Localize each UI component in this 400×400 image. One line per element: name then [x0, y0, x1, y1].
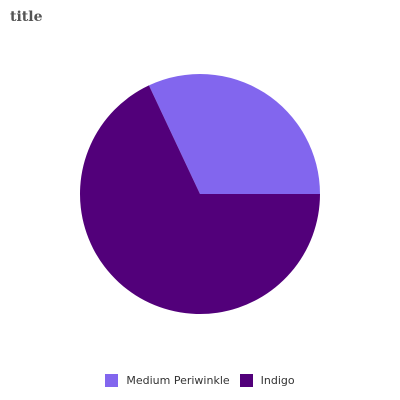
- pie-slices: [80, 74, 320, 315]
- legend-swatch-medium-periwinkle: [105, 373, 119, 387]
- pie-slice-indigo: [80, 85, 320, 315]
- legend-label-indigo: Indigo: [260, 373, 295, 387]
- chart-title: title: [10, 9, 43, 25]
- legend-item-indigo: Indigo: [239, 373, 295, 387]
- legend-item-medium-periwinkle: Medium Periwinkle: [105, 373, 230, 387]
- legend-label-medium-periwinkle: Medium Periwinkle: [126, 373, 230, 387]
- legend: Medium Periwinkle Indigo: [0, 370, 400, 390]
- legend-swatch-indigo: [239, 373, 253, 387]
- pie-slice-medium-periwinkle: [148, 74, 320, 194]
